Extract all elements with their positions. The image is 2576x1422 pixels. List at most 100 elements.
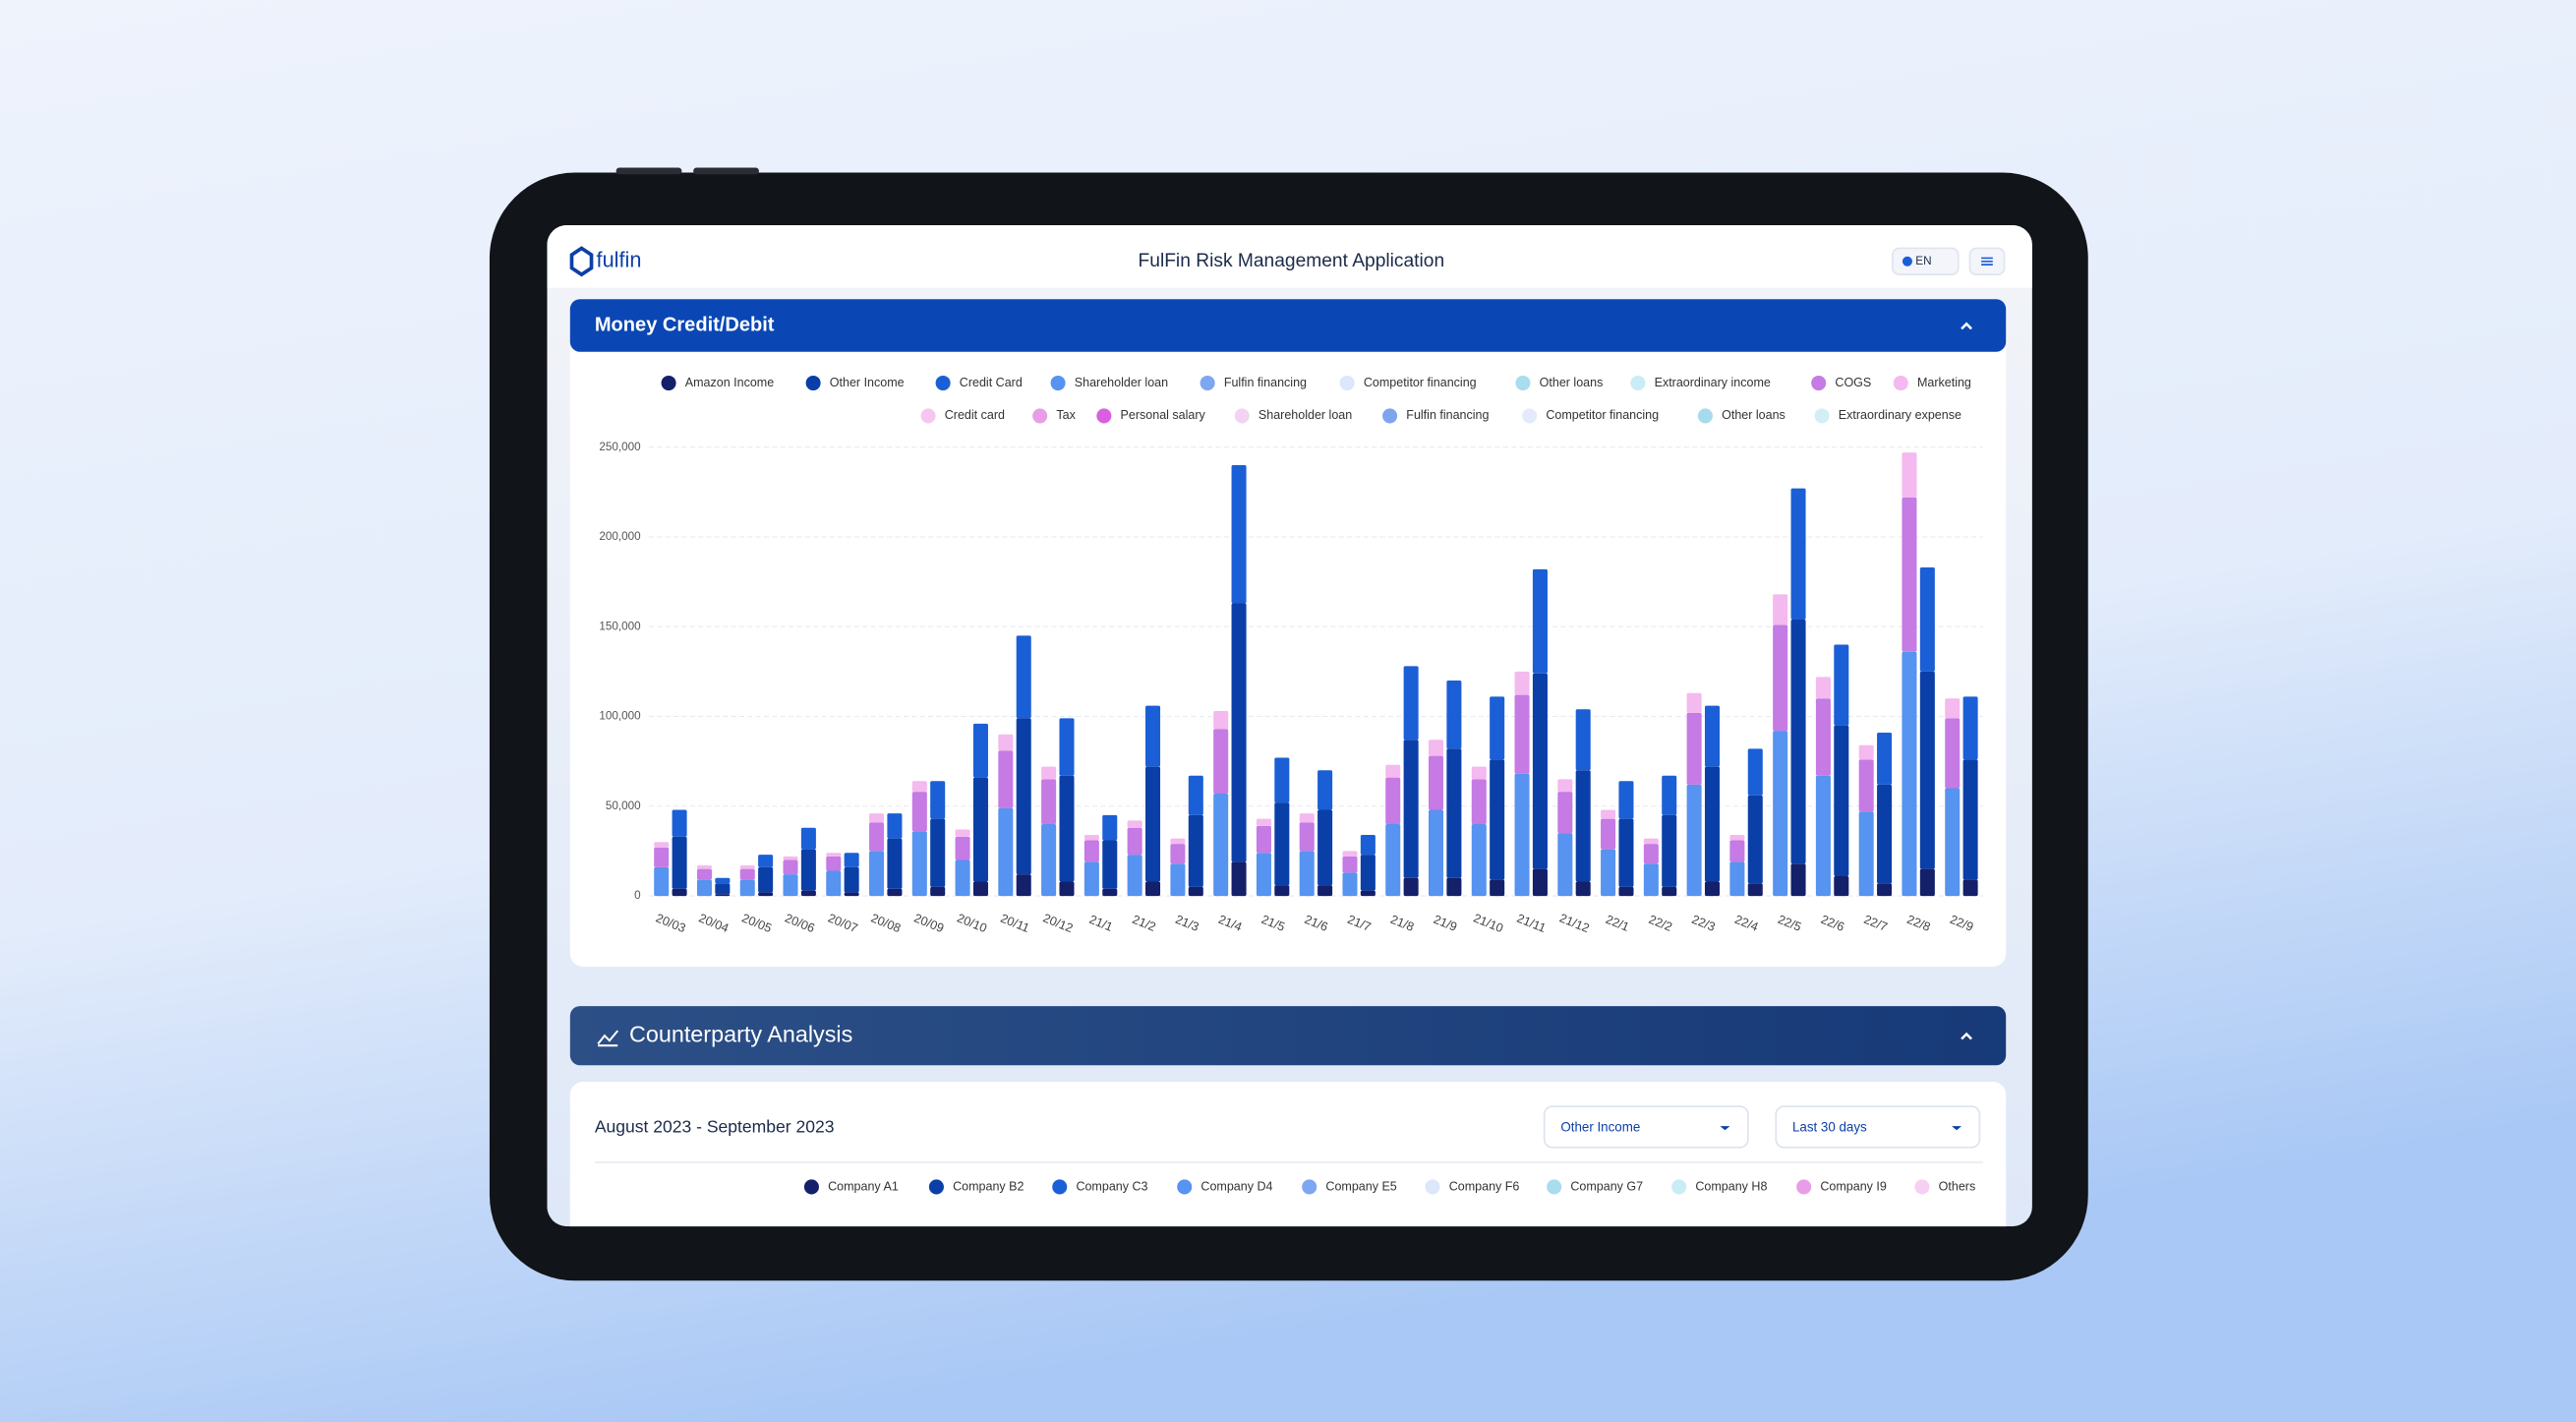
bar-segment	[1145, 766, 1161, 882]
bar-segment	[826, 853, 842, 857]
bar-segment	[1815, 775, 1831, 897]
legend-label: Amazon Income	[685, 376, 774, 389]
bar-segment	[1618, 886, 1634, 897]
legend-swatch	[1630, 375, 1646, 391]
language-button[interactable]	[1892, 247, 1960, 276]
bar-segment	[1188, 814, 1203, 887]
section-header[interactable]	[569, 1006, 2007, 1066]
legend-label: Tax	[1056, 408, 1076, 422]
legend-swatch	[1547, 1179, 1562, 1195]
legend-label: Company A1	[828, 1179, 899, 1193]
legend-label: Competitor financing	[1364, 376, 1477, 389]
bar-segment	[1016, 874, 1031, 897]
bar-segment	[1962, 759, 1978, 880]
bar-segment	[869, 822, 885, 852]
chart-card	[569, 299, 2007, 967]
bar-segment	[911, 792, 927, 832]
legend-label: Company I9	[1820, 1179, 1887, 1193]
filter-dropdown[interactable]	[1543, 1105, 1749, 1149]
bar-segment	[887, 888, 903, 897]
bar-segment	[1342, 856, 1358, 873]
bar-segment	[1815, 677, 1831, 699]
bar-segment	[1919, 671, 1935, 869]
legend-label: Company H8	[1695, 1179, 1767, 1193]
bar-segment	[1790, 488, 1806, 620]
app-title: FulFin Risk Management Application	[1139, 251, 1445, 271]
bar-segment	[800, 890, 816, 897]
bar-segment	[911, 831, 927, 897]
legend-label: Shareholder loan	[1075, 376, 1168, 389]
bar-segment	[826, 870, 842, 897]
bar-segment	[1919, 567, 1935, 672]
bar-segment	[1041, 779, 1057, 825]
bar-segment	[972, 881, 988, 897]
bar-segment	[1557, 779, 1573, 793]
bar-segment	[1213, 794, 1229, 897]
bar-segment	[1858, 759, 1874, 812]
bar-segment	[800, 827, 816, 850]
bar-segment	[1704, 705, 1721, 767]
bar-segment	[1102, 840, 1118, 889]
bar-segment	[1945, 788, 1961, 897]
bar-segment	[758, 892, 774, 897]
legend-label: Company B2	[953, 1179, 1024, 1193]
legend-swatch	[661, 375, 676, 391]
bar-segment	[930, 818, 946, 887]
range-dropdown[interactable]	[1775, 1105, 1981, 1149]
y-tick-label: 0	[634, 889, 641, 902]
bar-segment	[911, 781, 927, 793]
bar-segment	[1686, 784, 1702, 897]
bar-segment	[758, 866, 774, 893]
legend-swatch	[1425, 1179, 1440, 1195]
legend-swatch	[805, 375, 821, 391]
bar-segment	[1274, 885, 1290, 897]
bar-segment	[715, 883, 731, 895]
bar-segment	[654, 842, 670, 848]
bar-segment	[955, 829, 970, 837]
bar-segment	[1790, 619, 1806, 864]
bar-segment	[1471, 779, 1487, 825]
bar-segment	[930, 886, 946, 897]
bar-segment	[1317, 770, 1333, 810]
legend-label: Company D4	[1200, 1179, 1272, 1193]
bar-segment	[1256, 818, 1271, 826]
section-header[interactable]	[569, 299, 2007, 352]
bar-segment	[1877, 784, 1893, 884]
legend-label: Company E5	[1325, 1179, 1396, 1193]
legend-swatch	[1893, 375, 1908, 391]
legend-label: Company F6	[1449, 1179, 1520, 1193]
bar-segment	[955, 859, 970, 897]
legend-swatch	[928, 1179, 944, 1195]
legend-swatch	[1811, 375, 1827, 391]
bar-segment	[1514, 773, 1530, 897]
bar-segment	[887, 838, 903, 889]
bar-segment	[1385, 764, 1401, 778]
bar-segment	[1858, 744, 1874, 760]
bar-segment	[1729, 861, 1745, 897]
bar-segment	[1490, 879, 1505, 897]
bar-segment	[672, 888, 687, 897]
bar-segment	[887, 813, 903, 839]
bar-segment	[1747, 795, 1763, 884]
top-bar	[547, 225, 2032, 288]
bar-segment	[1403, 877, 1419, 897]
legend-swatch	[920, 408, 936, 424]
bar-segment	[1145, 881, 1161, 897]
bar-segment	[1041, 766, 1057, 780]
legend-label: Other Income	[830, 376, 905, 389]
legend-label: Extraordinary income	[1655, 376, 1771, 389]
bar-segment	[1834, 875, 1849, 897]
bar-segment	[1471, 766, 1487, 780]
legend-swatch	[1050, 375, 1066, 391]
y-tick-label: 150,000	[599, 620, 641, 632]
bar-segment	[715, 894, 731, 897]
bar-segment	[758, 855, 774, 867]
bar-segment	[1083, 840, 1099, 862]
legend-label: Fulfin financing	[1406, 408, 1489, 422]
period-label: August 2023 - September 2023	[595, 1116, 835, 1136]
bar-segment	[1747, 883, 1763, 897]
bar-segment	[1815, 698, 1831, 776]
bar-segment	[869, 851, 885, 897]
bar-segment	[1773, 624, 1788, 732]
tablet-button	[693, 167, 759, 175]
